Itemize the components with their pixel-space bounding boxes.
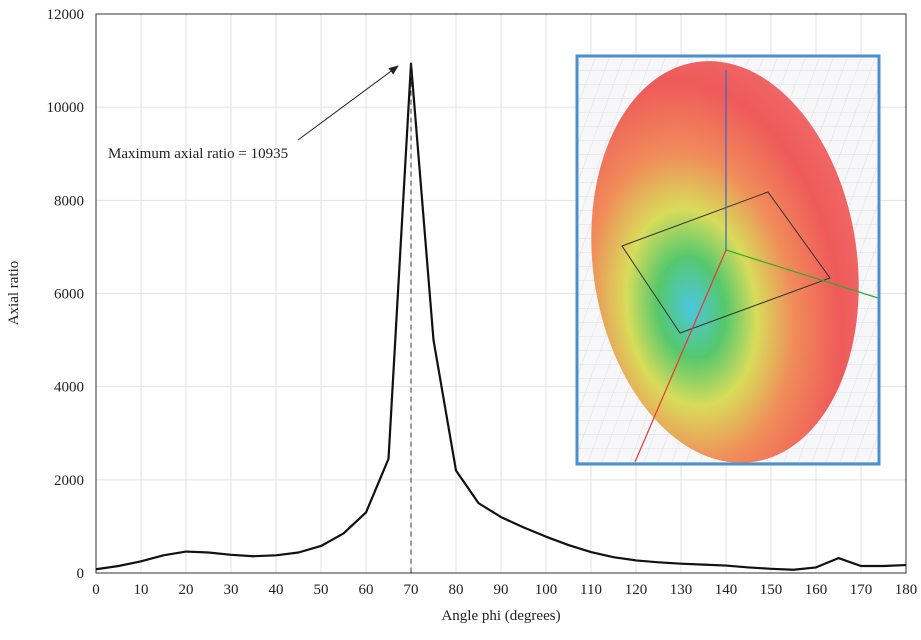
x-tick-label: 10 bbox=[134, 582, 149, 598]
x-tick-label: 140 bbox=[715, 582, 738, 598]
x-tick-label: 60 bbox=[359, 582, 374, 598]
y-tick-label: 6000 bbox=[54, 287, 84, 303]
x-tick-label: 20 bbox=[179, 582, 194, 598]
y-tick-label: 2000 bbox=[54, 473, 84, 489]
x-tick-label: 80 bbox=[449, 582, 464, 598]
y-tick-label: 0 bbox=[77, 566, 85, 582]
y-axis-label: Axial ratio bbox=[6, 261, 22, 326]
inset-border bbox=[575, 54, 881, 466]
inset-plane bbox=[621, 191, 831, 334]
x-tick-label: 70 bbox=[404, 582, 419, 598]
x-tick-label: 120 bbox=[625, 582, 648, 598]
x-tick-label: 40 bbox=[269, 582, 284, 598]
x-tick-label: 100 bbox=[535, 582, 558, 598]
x-tick-label: 180 bbox=[895, 582, 918, 598]
data-line bbox=[95, 62, 907, 571]
inset-image bbox=[575, 54, 881, 466]
y-tick-label: 12000 bbox=[47, 7, 85, 23]
x-tick-label: 150 bbox=[760, 582, 783, 598]
x-tick-label: 160 bbox=[805, 582, 828, 598]
y-tick-label: 4000 bbox=[54, 380, 84, 396]
inset-axis bbox=[634, 249, 727, 463]
x-tick-label: 50 bbox=[314, 582, 329, 598]
y-tick-label: 8000 bbox=[54, 193, 84, 209]
x-tick-label: 0 bbox=[92, 582, 100, 598]
radiation-pattern bbox=[591, 61, 859, 463]
x-tick-label: 170 bbox=[850, 582, 873, 598]
x-axis-label: Angle phi (degrees) bbox=[441, 608, 560, 624]
annotation: Maximum axial ratio = 10935 bbox=[108, 146, 288, 162]
plot-frame bbox=[95, 13, 907, 574]
x-tick-label: 130 bbox=[670, 582, 693, 598]
annotation-arrow bbox=[297, 65, 399, 141]
inset-axis bbox=[725, 249, 879, 299]
x-tick-label: 90 bbox=[494, 582, 509, 598]
x-tick-label: 30 bbox=[224, 582, 239, 598]
x-tick-label: 110 bbox=[580, 582, 602, 598]
y-tick-label: 10000 bbox=[47, 100, 85, 116]
